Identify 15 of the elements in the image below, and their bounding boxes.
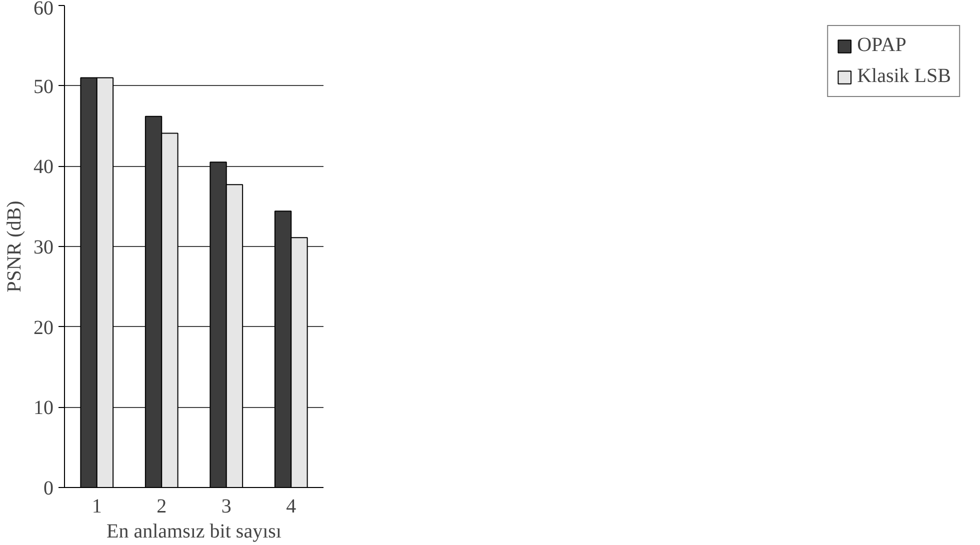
x-axis-title: En anlamsız bit sayısı (106, 520, 282, 542)
y-tick-label: 20 (34, 316, 54, 339)
x-tick-label: 3 (221, 496, 232, 518)
legend-label: Klasik LSB (857, 65, 951, 88)
y-tick-label: 50 (34, 76, 54, 98)
x-tick-label: 1 (92, 496, 102, 518)
y-axis-title: PSNR (dB) (4, 200, 26, 292)
y-tick-label: 40 (34, 156, 54, 178)
y-tick-label: 0 (44, 478, 54, 500)
y-tick-label: 60 (34, 0, 54, 20)
legend-label: OPAP (857, 34, 906, 57)
x-tick-label: 4 (286, 496, 296, 518)
y-tick-label: 30 (34, 236, 54, 258)
x-tick-label: 2 (156, 496, 167, 518)
y-tick-label: 10 (34, 397, 54, 420)
